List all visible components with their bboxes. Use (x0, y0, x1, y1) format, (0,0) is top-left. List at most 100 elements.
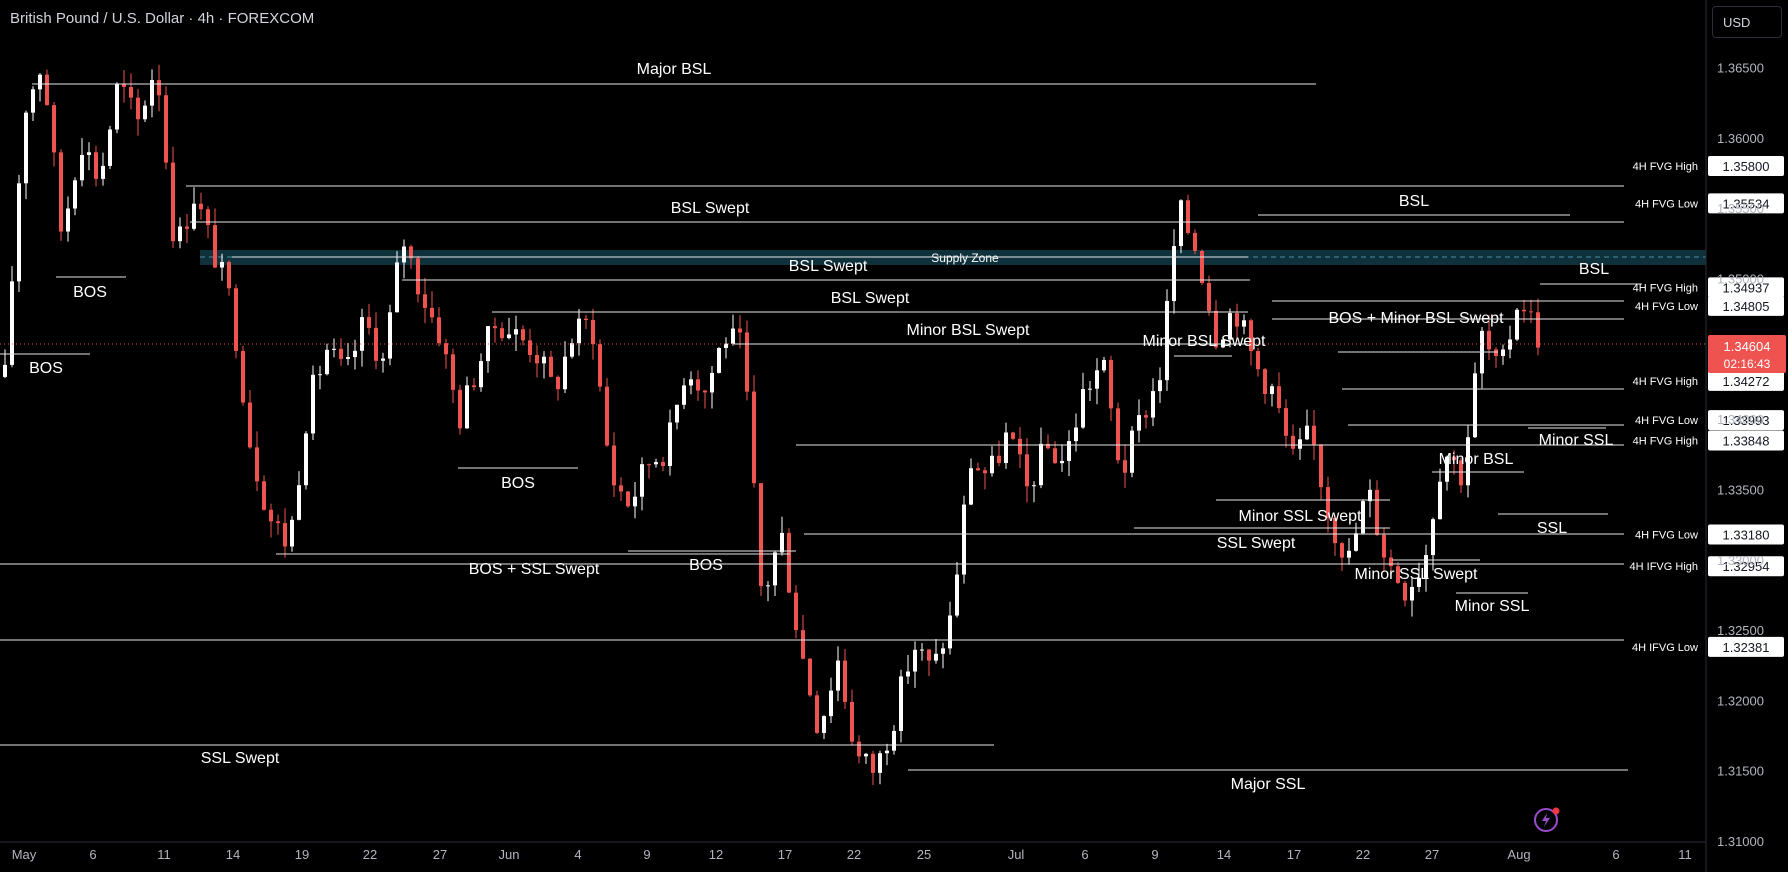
candle-body (850, 701, 854, 742)
candle-body (1501, 349, 1505, 356)
candle-body (647, 464, 651, 466)
candle-body (507, 334, 511, 339)
candle-body (521, 329, 525, 341)
candle-body (962, 504, 966, 575)
candle-body (339, 348, 343, 359)
x-tick-label: 17 (1287, 847, 1301, 862)
level-tag-price: 1.33848 (1723, 434, 1770, 449)
candle-body (990, 455, 994, 474)
candle-body (1074, 427, 1078, 442)
candle-body (605, 386, 609, 446)
candle-body (549, 356, 553, 377)
candle-body (976, 468, 980, 471)
candle-body (787, 532, 791, 593)
candle-body (248, 402, 252, 448)
level-tag-name: 4H FVG Low (1635, 301, 1698, 313)
candle-body (1235, 313, 1239, 327)
candle-body (584, 318, 588, 321)
candle-body (1088, 388, 1092, 390)
level-tag-name: 4H FVG Low (1635, 529, 1698, 541)
level-tag-price: 1.34937 (1723, 280, 1770, 295)
candle-body (17, 183, 21, 282)
candle-body (332, 348, 336, 350)
candle-body (766, 585, 770, 587)
y-tick-label: 1.33500 (1717, 482, 1764, 497)
candle-body (1396, 566, 1400, 583)
candle-body (325, 349, 329, 375)
candle-body (150, 80, 154, 106)
lightning-icon[interactable] (1534, 807, 1560, 832)
candle-body (955, 574, 959, 616)
current-price-countdown: 02:16:43 (1724, 357, 1771, 371)
candle-body (1529, 311, 1533, 313)
candle-body (171, 162, 175, 242)
candle-body (409, 246, 413, 259)
candle-body (1466, 437, 1470, 486)
candle-body (31, 89, 35, 113)
candle-body (444, 343, 448, 355)
candle-body (1144, 415, 1148, 418)
x-tick-label: 6 (1081, 847, 1088, 862)
y-tick-label: 1.36000 (1717, 131, 1764, 146)
candle-body (1165, 301, 1169, 381)
annotation-bsl-2: BSL (1579, 261, 1609, 278)
candle-body (1508, 339, 1512, 350)
annotation-minor-bsl-swept-1: Minor BSL Swept (906, 322, 1030, 339)
candle-body (829, 690, 833, 717)
candle-body (185, 226, 189, 229)
candle-body (269, 509, 273, 522)
annotation-bos-ssl-swept: BOS + SSL Swept (469, 561, 600, 578)
y-tick-label: 1.32500 (1717, 623, 1764, 638)
annotation-bos-3: BOS (501, 475, 535, 492)
candle-body (437, 317, 441, 344)
candle-body (682, 385, 686, 405)
candle-body (1025, 454, 1029, 487)
level-tag-name: 4H IFVG High (1630, 561, 1698, 573)
candle-body (276, 521, 280, 524)
x-tick-label: 22 (363, 847, 377, 862)
candle-body (416, 258, 420, 295)
level-tag-price: 1.32954 (1723, 559, 1770, 574)
candle-body (514, 329, 518, 335)
x-tick-label: Jun (499, 847, 520, 862)
annotations: Major BSL BSL Swept BSL Swept BSL Swept … (29, 61, 1613, 793)
annotation-major-ssl: Major SSL (1231, 776, 1306, 793)
candle-body (178, 226, 182, 242)
annotation-bos-2: BOS (29, 360, 63, 377)
candle-body (598, 344, 602, 387)
annotation-bsl-1: BSL (1399, 193, 1429, 210)
annotation-bos-minor-bsl-swept: BOS + Minor BSL Swept (1328, 310, 1504, 327)
current-price-value: 1.34604 (1724, 339, 1771, 354)
candle-body (885, 750, 889, 754)
candle-body (451, 354, 455, 390)
candle-body (1340, 543, 1344, 558)
x-tick-label: 9 (1151, 847, 1158, 862)
level-tag-name: 4H IFVG Low (1632, 642, 1698, 654)
candle-body (227, 261, 231, 289)
currency-button[interactable]: USD (1712, 6, 1782, 38)
candle-body (913, 649, 917, 672)
x-tick-label: 12 (709, 847, 723, 862)
x-tick-label: 25 (917, 847, 931, 862)
level-tag-price: 1.34272 (1723, 374, 1770, 389)
candle-body (66, 208, 70, 232)
level-tag-price: 1.35800 (1723, 159, 1770, 174)
candle-body (367, 317, 371, 328)
candle-body (304, 433, 308, 486)
x-tick-label: 27 (1425, 847, 1439, 862)
y-tick-label: 1.32000 (1717, 693, 1764, 708)
candle-body (192, 203, 196, 229)
candle-body (1081, 389, 1085, 428)
candle-body (129, 87, 133, 98)
candles (3, 64, 1540, 786)
candle-body (857, 741, 861, 757)
candle-body (920, 649, 924, 651)
candle-body (353, 350, 357, 358)
candle-body (80, 154, 84, 181)
annotation-minor-bsl-swept-2: Minor BSL Swept (1142, 333, 1266, 350)
candle-body (24, 112, 28, 184)
candle-body (430, 307, 434, 318)
candle-body (1053, 448, 1057, 464)
candle-body (283, 523, 287, 547)
